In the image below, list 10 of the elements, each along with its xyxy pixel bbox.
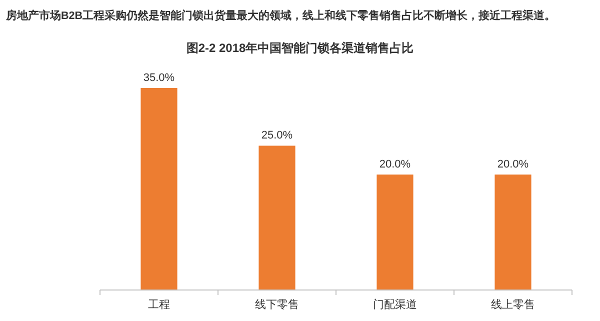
chart-title: 图2-2 2018年中国智能门锁各渠道销售占比 xyxy=(186,41,414,55)
x-tick-label: 工程 xyxy=(148,299,170,311)
x-tick-label: 线下零售 xyxy=(255,298,299,311)
chart-subtitle: 房地产市场B2B工程采购仍然是智能门锁出货量最大的领域，线上和线下零售销售占比不断增长，接近工程渠道。 xyxy=(5,9,556,22)
data-label: 35.0% xyxy=(143,72,175,84)
data-label: 25.0% xyxy=(261,130,293,142)
data-label: 20.0% xyxy=(379,158,411,171)
x-tick-label: 门配渠道 xyxy=(373,298,417,311)
data-label: 20.0% xyxy=(497,158,529,171)
x-tick-label: 线上零售 xyxy=(491,298,535,311)
